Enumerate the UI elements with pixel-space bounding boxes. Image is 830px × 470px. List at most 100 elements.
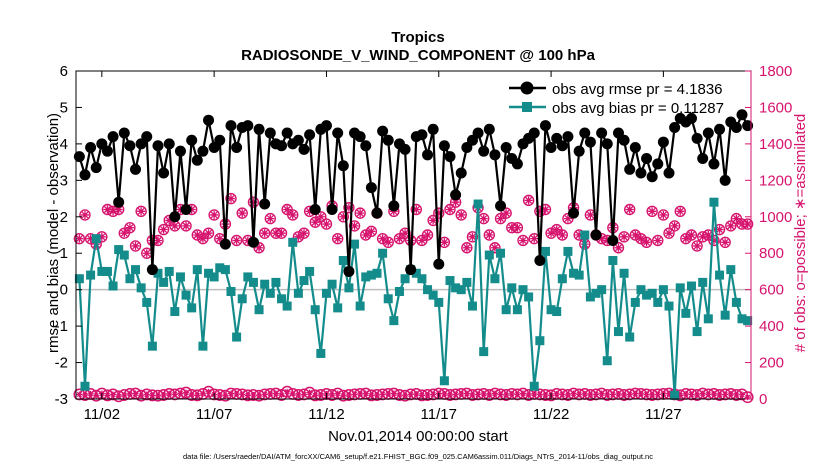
bias-point xyxy=(299,276,309,286)
rmse-point xyxy=(641,152,653,164)
bias-point xyxy=(243,272,253,282)
bias-point xyxy=(619,268,629,278)
assimilated-point xyxy=(264,212,277,225)
rmse-point xyxy=(545,142,557,154)
assimilated-point-star xyxy=(665,229,674,238)
assimilated-point xyxy=(348,220,361,232)
bias-point xyxy=(591,288,601,298)
rmse-point xyxy=(405,264,417,276)
rmse-point xyxy=(455,167,467,179)
rmse-point xyxy=(107,131,119,143)
possible-point-star xyxy=(284,388,291,395)
assimilated-point-star xyxy=(260,229,269,238)
bias-point xyxy=(698,277,708,287)
bias-point xyxy=(467,301,477,311)
assimilated-point-star xyxy=(670,221,679,230)
x-tick-label: 11/17 xyxy=(421,406,457,423)
rmse-point xyxy=(174,145,186,157)
assimilated-point xyxy=(433,207,445,219)
x-tick-label: 11/22 xyxy=(533,406,569,423)
bias-point xyxy=(518,285,528,295)
bias-point xyxy=(563,246,573,256)
bias-point xyxy=(108,281,118,291)
bias-point xyxy=(613,327,623,337)
rmse-point xyxy=(320,120,332,132)
bias-point xyxy=(490,274,500,284)
bias-point xyxy=(602,356,612,366)
assimilated-point-star xyxy=(210,210,219,219)
assimilated-point xyxy=(365,225,378,238)
rmse-point xyxy=(264,127,276,139)
bias-point xyxy=(102,266,112,276)
left-tick-label: 2 xyxy=(60,209,68,226)
bias-point xyxy=(394,286,404,296)
rmse-point xyxy=(742,120,754,132)
possible-point-star xyxy=(739,391,746,398)
rmse-point xyxy=(489,149,501,161)
assimilated-point-star xyxy=(249,198,258,207)
bias-point xyxy=(529,381,539,391)
bias-point xyxy=(333,303,343,313)
assimilated-point-star xyxy=(153,236,162,245)
assimilated-point xyxy=(427,214,439,227)
bias-point xyxy=(709,197,719,207)
bias-point xyxy=(653,297,663,307)
assimilated-point xyxy=(410,203,423,216)
assimilated-point-star xyxy=(378,234,387,243)
rmse-point xyxy=(73,151,85,163)
assimilated-point xyxy=(129,240,142,252)
assimilated-point xyxy=(657,209,670,221)
assimilated-point-star xyxy=(367,227,376,236)
rmse-point xyxy=(79,169,91,181)
bias-point xyxy=(389,316,399,326)
bias-point xyxy=(574,270,584,280)
bias-point xyxy=(411,268,421,278)
rmse-point xyxy=(562,131,574,143)
rmse-point xyxy=(377,125,389,137)
legend-rmse-label: obs avg rmse pr = 4.1836 xyxy=(552,81,723,98)
rmse-point xyxy=(556,140,568,152)
rmse-point xyxy=(203,114,215,126)
assimilated-point xyxy=(331,232,344,245)
assimilated-point xyxy=(500,207,512,219)
bias-point xyxy=(114,245,124,255)
assimilated-point-star xyxy=(384,238,393,247)
rmse-point xyxy=(225,120,237,132)
bias-point xyxy=(209,272,219,282)
assimilated-point-star xyxy=(715,225,724,234)
assimilated-point xyxy=(444,203,456,216)
assimilated-point-star xyxy=(586,210,595,219)
assimilated-point-star xyxy=(159,225,168,234)
bias-point xyxy=(288,237,298,247)
bias-point xyxy=(681,308,691,318)
legend-bias-marker xyxy=(522,102,532,112)
bias-point xyxy=(473,199,483,209)
bias-point xyxy=(664,301,674,311)
assimilated-point-star xyxy=(417,236,426,245)
bias-point xyxy=(625,332,635,342)
x-axis: 11/02 11/07 11/12 11/17 11/22 11/27 xyxy=(84,71,682,423)
rmse-point xyxy=(573,145,585,157)
assimilated-point-star xyxy=(412,205,421,214)
bias-point xyxy=(119,250,129,260)
assimilated-point xyxy=(135,205,147,218)
rmse-point xyxy=(360,140,372,152)
assimilated-point-star xyxy=(743,220,752,229)
assimilated-point xyxy=(522,194,535,207)
bias-point xyxy=(703,314,713,324)
left-axis: -3 -2 -1 0 1 2 3 4 5 6 xyxy=(55,63,82,408)
assimilated-point xyxy=(79,209,91,221)
assimilated-point-star xyxy=(575,231,584,239)
data-file-footer: data file: /Users/raeder/DAI/ATM_forcXX/… xyxy=(183,452,653,461)
bias-point xyxy=(277,294,287,304)
rmse-point xyxy=(130,163,142,175)
assimilated-point-star xyxy=(631,231,640,239)
assimilated-point-star xyxy=(698,232,707,241)
rmse-point xyxy=(596,127,608,139)
assimilated-point-star xyxy=(681,234,690,243)
bias-point xyxy=(731,297,741,307)
assimilated-point xyxy=(180,220,192,232)
assimilated-point-star xyxy=(535,207,544,216)
assimilated-point-star xyxy=(721,238,730,247)
